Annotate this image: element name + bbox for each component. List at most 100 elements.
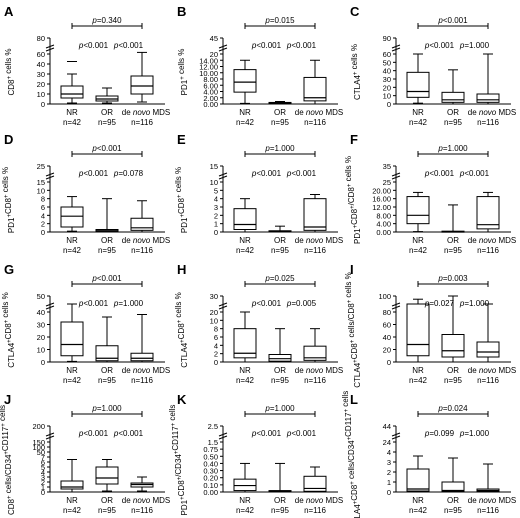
p-value-label: p=1.000 xyxy=(437,144,468,153)
y-tick-label: 10 xyxy=(383,92,391,101)
box-or xyxy=(268,225,292,233)
box-de-novo-mds xyxy=(130,314,154,363)
p-value-label: p=0.024 xyxy=(437,404,468,413)
box-iqr xyxy=(406,71,430,98)
box-iqr xyxy=(303,76,327,102)
box-iqr xyxy=(406,196,430,225)
box-iqr xyxy=(95,345,119,362)
y-tick-label: 6 xyxy=(214,333,218,342)
group-count: n=116 xyxy=(304,118,326,127)
axis-break xyxy=(391,432,401,440)
group-label: OR xyxy=(101,236,113,245)
group-count: n=116 xyxy=(131,118,153,127)
group-count: n=42 xyxy=(63,376,82,385)
y-tick-label: 8.00 xyxy=(376,211,391,220)
group-label: OR xyxy=(447,108,459,117)
panel-letter: F xyxy=(350,132,358,147)
y-tick-label: 0 xyxy=(214,358,218,367)
panel-letter: C xyxy=(350,4,360,19)
y-tick-label: 8.00 xyxy=(203,75,218,84)
group-label: de novo MDS xyxy=(468,236,516,245)
panel-letter: I xyxy=(350,262,354,277)
axis-break xyxy=(391,302,401,310)
group-count: n=95 xyxy=(271,506,290,515)
group-count: n=116 xyxy=(477,376,499,385)
box-iqr xyxy=(303,475,327,492)
y-axis-label: CD8+ cells % xyxy=(4,48,16,95)
group-count: n=95 xyxy=(444,118,463,127)
p-value-label: p=1.000 xyxy=(113,299,144,308)
y-tick-label: 2 xyxy=(387,468,391,477)
p-value-label: p=0.078 xyxy=(113,169,144,178)
box-iqr xyxy=(233,69,257,93)
box-de-novo-mds xyxy=(303,194,327,233)
p-value-label: p<0.001 xyxy=(424,169,455,178)
group-count: n=42 xyxy=(409,506,428,515)
y-tick-label: 1.5 xyxy=(208,438,218,447)
panel-letter: L xyxy=(350,392,358,407)
axis-break xyxy=(218,44,228,52)
y-tick-label: 6.00 xyxy=(203,81,218,90)
y-tick-label: 4 xyxy=(41,468,45,477)
group-label: de novo MDS xyxy=(468,366,516,375)
axis-break xyxy=(45,172,55,180)
y-tick-label: 6 xyxy=(41,203,45,212)
y-axis-label: CTLA4+CD8+ cells/CD34+CD117+ cells xyxy=(341,391,362,518)
p-value-label: p=0.025 xyxy=(264,274,295,283)
y-tick-label: 80 xyxy=(37,34,45,43)
y-tick-label: 3 xyxy=(41,473,45,482)
y-tick-label: 30 xyxy=(210,292,218,301)
panel-letter: G xyxy=(4,262,14,277)
group-count: n=95 xyxy=(98,506,117,515)
p-value-label: p=1.000 xyxy=(264,144,295,153)
y-tick-label: 12.00 xyxy=(372,203,391,212)
group-count: n=42 xyxy=(409,118,428,127)
y-tick-label: 0 xyxy=(41,100,45,109)
p-value-label: p<0.001 xyxy=(113,429,144,438)
y-tick-label: 0 xyxy=(41,488,45,497)
axis-break xyxy=(218,172,228,180)
box-iqr xyxy=(476,93,500,103)
box-or xyxy=(268,101,292,105)
group-count: n=95 xyxy=(271,246,290,255)
group-count: n=116 xyxy=(304,376,326,385)
y-tick-label: 20.00 xyxy=(372,186,391,195)
y-tick-label: 10 xyxy=(210,316,218,325)
group-label: NR xyxy=(66,236,78,245)
y-tick-label: 0 xyxy=(214,228,218,237)
y-tick-label: 3 xyxy=(214,203,218,212)
y-tick-label: 2 xyxy=(214,350,218,359)
box-nr xyxy=(406,455,430,493)
axis-break xyxy=(391,172,401,180)
box-or xyxy=(441,457,465,493)
box-iqr xyxy=(441,334,465,358)
box-or xyxy=(95,198,119,233)
y-tick-label: 3 xyxy=(387,458,391,467)
box-or xyxy=(95,316,119,363)
box-iqr xyxy=(441,91,465,103)
y-tick-label: 0.50 xyxy=(203,452,218,461)
y-tick-label: 30 xyxy=(383,75,391,84)
y-tick-label: 2.00 xyxy=(203,94,218,103)
group-label: NR xyxy=(412,236,424,245)
y-tick-label: 90 xyxy=(383,34,391,43)
box-de-novo-mds xyxy=(130,476,154,492)
box-or xyxy=(441,69,465,105)
box-de-novo-mds xyxy=(130,200,154,233)
group-count: n=116 xyxy=(477,506,499,515)
y-tick-label: 2 xyxy=(214,211,218,220)
y-tick-label: 20 xyxy=(210,50,218,59)
p-value-label: p=0.099 xyxy=(424,429,455,438)
group-label: de novo MDS xyxy=(122,236,170,245)
box-de-novo-mds xyxy=(476,463,500,493)
y-tick-label: 1 xyxy=(387,478,391,487)
y-tick-label: 0.30 xyxy=(203,467,218,476)
y-tick-label: 0.75 xyxy=(203,445,218,454)
y-axis-label: PD1+ cells % xyxy=(177,49,189,96)
p-value-label: p<0.001 xyxy=(424,41,455,50)
